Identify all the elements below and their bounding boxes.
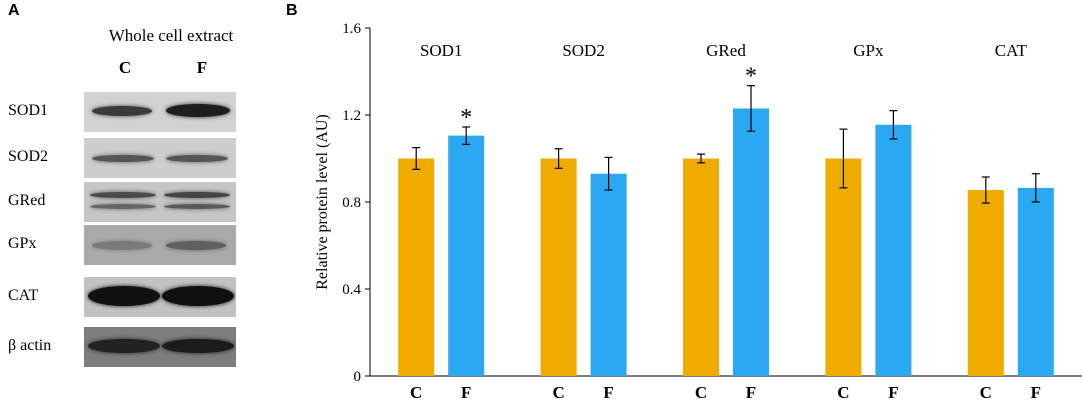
blot-band bbox=[88, 339, 160, 353]
blot-band bbox=[90, 192, 156, 198]
bar-chart: 0 0.4 0.8 1.2 1.6 Relative protein level (AU)… bbox=[314, 21, 1082, 402]
bar-c bbox=[683, 158, 719, 376]
blot-strip-2 bbox=[84, 182, 236, 222]
y-tick-label: 0.4 bbox=[342, 282, 361, 298]
panel-a-label: A bbox=[8, 2, 20, 19]
blot-band bbox=[88, 286, 160, 306]
blot-band bbox=[92, 155, 154, 162]
group-label: CAT bbox=[995, 41, 1028, 60]
blot-band bbox=[90, 204, 156, 209]
x-tick-label: C bbox=[410, 383, 422, 402]
y-tick-label: 0 bbox=[354, 369, 362, 385]
blot-label-5: β actin bbox=[8, 337, 52, 354]
bar-f bbox=[448, 135, 485, 376]
significance-mark: * bbox=[745, 64, 757, 90]
blot-label-3: GPx bbox=[8, 235, 37, 252]
blot-strip-5 bbox=[84, 327, 236, 367]
lane-label-c: C bbox=[118, 58, 132, 77]
group-label: GPx bbox=[853, 41, 884, 60]
x-tick-label: C bbox=[980, 383, 992, 402]
y-tick-label: 1.2 bbox=[342, 108, 361, 124]
blot-band bbox=[162, 339, 234, 353]
group-label: SOD1 bbox=[420, 41, 463, 60]
bar-c bbox=[540, 158, 577, 376]
x-tick-label: F bbox=[888, 383, 898, 402]
blot-band bbox=[164, 192, 230, 198]
x-tick-label: F bbox=[746, 383, 756, 402]
panel-b-label: B bbox=[286, 2, 298, 19]
bar-f bbox=[733, 108, 769, 376]
y-tick-label: 1.6 bbox=[342, 21, 361, 37]
significance-mark: * bbox=[460, 105, 472, 131]
blot-label-2: GRed bbox=[8, 192, 46, 209]
y-tick-label: 0.8 bbox=[342, 195, 361, 211]
group-label: GRed bbox=[706, 41, 746, 60]
bar-f bbox=[875, 124, 912, 376]
x-tick-label: F bbox=[461, 383, 471, 402]
x-tick-label: C bbox=[552, 383, 564, 402]
blot-title: Whole cell extract bbox=[108, 26, 234, 45]
blot-band bbox=[92, 241, 152, 250]
x-tick-label: F bbox=[1031, 383, 1041, 402]
blot-band bbox=[166, 155, 228, 162]
blot-label-1: SOD2 bbox=[8, 148, 49, 165]
lane-label-f: F bbox=[196, 58, 208, 77]
y-axis-label: Relative protein level (AU) bbox=[314, 114, 331, 290]
bar-f bbox=[1017, 187, 1054, 376]
bar-c bbox=[967, 190, 1004, 376]
x-tick-label: C bbox=[837, 383, 849, 402]
blot-band bbox=[166, 104, 230, 117]
bar-c bbox=[825, 158, 862, 376]
bar-c bbox=[398, 158, 435, 376]
bar-f bbox=[590, 173, 627, 376]
blot-strip-3 bbox=[84, 225, 236, 265]
blot-strip-4 bbox=[84, 277, 236, 317]
blot-band bbox=[164, 204, 230, 209]
blot-strip-0 bbox=[84, 92, 236, 132]
group-label: SOD2 bbox=[562, 41, 605, 60]
blot-label-0: SOD1 bbox=[8, 102, 49, 119]
blot-band bbox=[166, 241, 226, 250]
blot-strip-1 bbox=[84, 138, 236, 178]
x-tick-label: C bbox=[695, 383, 707, 402]
blot-label-4: CAT bbox=[8, 287, 39, 304]
blot-band bbox=[162, 286, 234, 306]
blot-band bbox=[92, 106, 152, 116]
x-tick-label: F bbox=[603, 383, 613, 402]
